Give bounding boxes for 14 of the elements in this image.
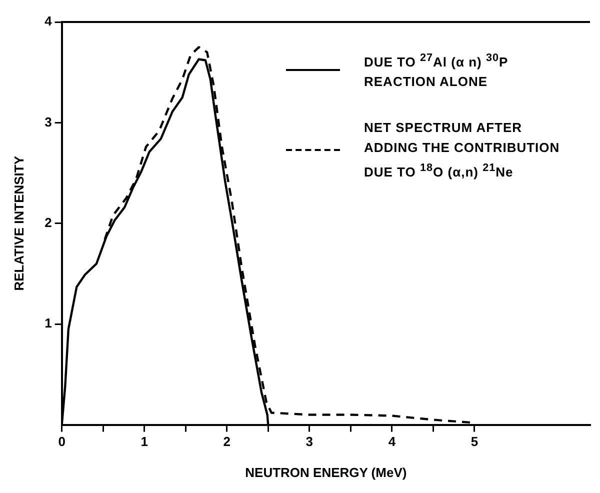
y-tick-label: 3 bbox=[44, 114, 52, 130]
x-axis-title: NEUTRON ENERGY (MeV) bbox=[245, 464, 407, 480]
y-tick-label: 2 bbox=[44, 214, 52, 230]
legend-label: DUE TO $^{27}$Al (α n) $^{30}$P REACTION ALONE bbox=[364, 51, 509, 92]
x-tick-label: 0 bbox=[58, 434, 66, 450]
x-tick-label: 3 bbox=[306, 434, 314, 450]
y-tick-label: 4 bbox=[44, 14, 53, 29]
legend-label: NET SPECTRUM AFTER ADDING THE CONTRIBUTION DUE TO $^{18}$O (α,n) $^{21}$Ne bbox=[364, 119, 561, 182]
x-tick-label: 2 bbox=[223, 434, 230, 450]
y-axis-title: RELATIVE INTENSITY bbox=[11, 156, 26, 291]
y-tick-label: 1 bbox=[44, 316, 52, 331]
x-tick-label: 5 bbox=[470, 434, 478, 450]
x-tick-label: 1 bbox=[140, 434, 148, 450]
x-tick-label: 4 bbox=[388, 434, 396, 450]
